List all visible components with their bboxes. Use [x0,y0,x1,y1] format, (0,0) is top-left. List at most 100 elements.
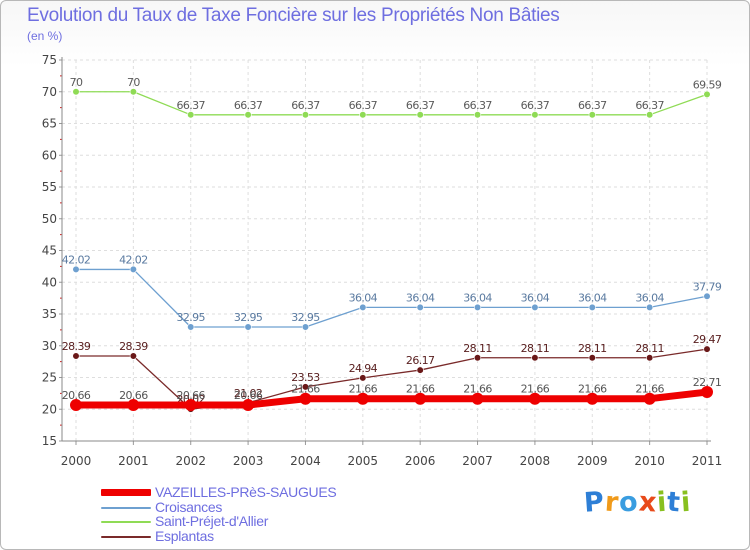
y-tick-label: 65 [42,117,57,131]
series-line-saint-pr-jet-d-allier [76,91,708,116]
series-line-croisances [76,268,708,328]
x-tick-label: 2008 [520,454,551,468]
data-label-vazeilles-pr-s-saugues: 20.66 [176,389,205,402]
data-label-croisances: 36.04 [635,291,664,304]
data-label-croisances: 42.02 [119,253,148,266]
data-label-esplantas: 28.39 [62,340,91,353]
chart-title: Evolution du Taux de Taxe Foncière sur l… [27,5,560,26]
data-label-esplantas: 29.47 [693,333,722,346]
data-point-saint-pr-jet-d-allier [72,88,80,96]
data-label-croisances: 32.95 [234,311,263,324]
x-tick-label: 2007 [462,454,493,468]
data-point-croisances [588,303,596,311]
data-point-esplantas [72,352,80,360]
data-point-croisances [531,303,539,311]
data-label-esplantas: 21.02 [234,387,263,400]
data-point-saint-pr-jet-d-allier [646,111,654,119]
y-tick-label: 20 [42,402,57,416]
data-point-vazeilles-pr-s-saugues [528,392,541,405]
x-tick-label: 2006 [405,454,436,468]
data-point-saint-pr-jet-d-allier [244,111,252,119]
data-point-saint-pr-jet-d-allier [416,111,424,119]
data-point-croisances [129,265,137,274]
data-point-esplantas [301,383,310,391]
data-label-saint-pr-jet-d-allier: 66.37 [291,99,320,112]
data-point-esplantas [129,352,137,360]
y-tick-label: 70 [42,85,57,99]
data-label-saint-pr-jet-d-allier: 70 [70,76,83,89]
data-point-saint-pr-jet-d-allier [473,111,482,119]
data-label-vazeilles-pr-s-saugues: 21.66 [463,383,492,396]
legend-label: Saint-Préjet-d'Allier [155,513,269,529]
data-label-esplantas: 24.94 [349,362,378,375]
legend-label: VAZEILLES-PRèS-SAUGUES [155,484,337,500]
data-label-croisances: 37.79 [693,280,722,293]
data-label-saint-pr-jet-d-allier: 69.59 [693,78,722,91]
y-tick-label: 60 [42,148,57,162]
data-point-vazeilles-pr-s-saugues [414,392,427,405]
data-point-saint-pr-jet-d-allier [588,111,596,119]
proxiti-logo: Proxiti [583,486,693,519]
data-point-saint-pr-jet-d-allier [531,111,539,119]
x-tick-label: 2010 [634,454,665,468]
data-label-croisances: 36.04 [406,291,435,304]
data-label-saint-pr-jet-d-allier: 66.37 [176,99,205,112]
data-point-croisances [416,303,424,311]
y-tick-label: 15 [42,434,57,448]
legend-swatch [101,521,151,523]
data-label-vazeilles-pr-s-saugues: 21.66 [635,383,664,396]
data-label-croisances: 36.04 [463,291,492,304]
data-label-vazeilles-pr-s-saugues: 22.71 [693,376,722,389]
series-line-vazeilles-pr-s-saugues [76,388,708,409]
data-point-saint-pr-jet-d-allier [359,111,367,119]
data-label-saint-pr-jet-d-allier: 70 [127,76,140,89]
data-point-croisances [359,303,367,311]
data-point-esplantas [531,354,539,362]
data-point-croisances [473,303,482,311]
data-point-croisances [646,303,654,311]
data-label-vazeilles-pr-s-saugues: 21.66 [349,383,378,396]
data-point-croisances [72,265,80,274]
data-label-saint-pr-jet-d-allier: 66.37 [635,99,664,112]
data-label-vazeilles-pr-s-saugues: 20.66 [234,389,263,402]
data-label-saint-pr-jet-d-allier: 66.37 [521,99,550,112]
data-point-esplantas [359,374,367,382]
data-label-saint-pr-jet-d-allier: 66.37 [349,99,378,112]
logo-letter: i [680,486,693,519]
data-point-croisances [244,323,252,331]
y-tick-label: 30 [42,339,57,353]
data-label-vazeilles-pr-s-saugues: 20.66 [62,389,91,402]
data-label-saint-pr-jet-d-allier: 66.37 [578,99,607,112]
data-point-vazeilles-pr-s-saugues [701,386,713,399]
x-tick-label: 2000 [61,454,92,468]
x-tick-label: 2005 [348,454,379,468]
data-point-vazeilles-pr-s-saugues [127,399,140,412]
x-tick-label: 2009 [577,454,608,468]
data-label-croisances: 32.95 [176,311,205,324]
data-point-vazeilles-pr-s-saugues [242,399,255,412]
data-point-esplantas [703,345,711,353]
series-line-esplantas [76,348,708,410]
data-point-croisances [187,323,195,331]
data-label-croisances: 42.02 [62,253,91,266]
data-point-saint-pr-jet-d-allier [301,111,310,119]
x-tick-label: 2011 [692,454,723,468]
data-point-vazeilles-pr-s-saugues [471,392,484,405]
data-point-croisances [301,323,310,331]
data-label-croisances: 36.04 [578,291,607,304]
legend-swatch [101,506,151,509]
data-label-croisances: 36.04 [521,291,550,304]
data-label-esplantas: 28.11 [635,342,664,355]
data-label-vazeilles-pr-s-saugues: 21.66 [521,383,550,396]
data-label-vazeilles-pr-s-saugues: 21.66 [406,383,435,396]
data-label-esplantas: 28.11 [521,342,550,355]
x-tick-label: 2002 [175,454,206,468]
data-label-saint-pr-jet-d-allier: 66.37 [463,99,492,112]
data-point-vazeilles-pr-s-saugues [643,392,656,405]
data-point-vazeilles-pr-s-saugues [356,392,369,405]
data-label-vazeilles-pr-s-saugues: 20.66 [119,389,148,402]
y-tick-label: 75 [42,53,57,67]
legend-swatch [101,535,151,538]
